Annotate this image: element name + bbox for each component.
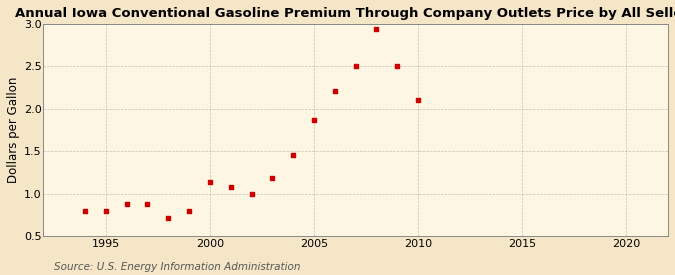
Point — [350, 64, 361, 68]
Point — [225, 185, 236, 189]
Point — [121, 202, 132, 206]
Point — [371, 27, 382, 31]
Point — [184, 209, 194, 214]
Text: Source: U.S. Energy Information Administration: Source: U.S. Energy Information Administ… — [54, 262, 300, 272]
Point — [163, 216, 173, 220]
Point — [205, 180, 215, 184]
Y-axis label: Dollars per Gallon: Dollars per Gallon — [7, 77, 20, 183]
Title: Annual Iowa Conventional Gasoline Premium Through Company Outlets Price by All S: Annual Iowa Conventional Gasoline Premiu… — [15, 7, 675, 20]
Point — [412, 98, 423, 103]
Point — [267, 176, 277, 180]
Point — [142, 202, 153, 206]
Point — [101, 208, 111, 213]
Point — [308, 118, 319, 122]
Point — [288, 152, 298, 157]
Point — [329, 89, 340, 93]
Point — [80, 208, 90, 213]
Point — [392, 64, 403, 68]
Point — [246, 191, 257, 196]
